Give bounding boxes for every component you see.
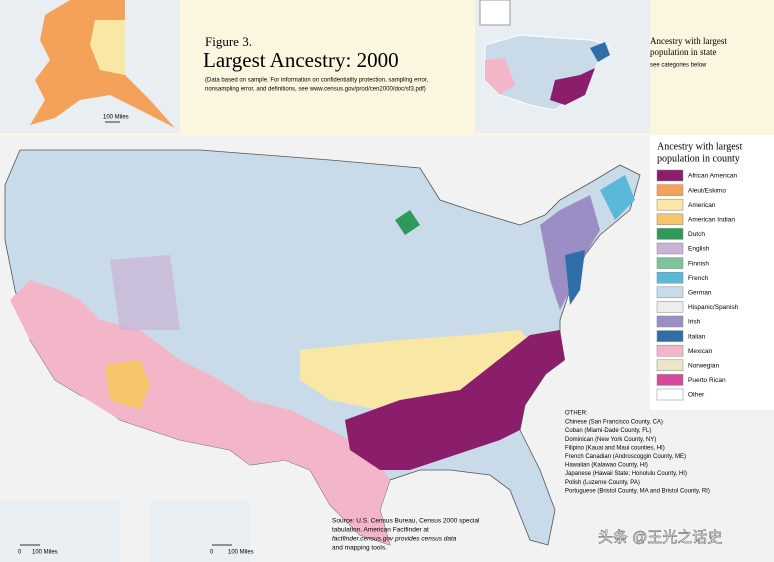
american-indian-region — [105, 360, 150, 410]
french-region — [600, 175, 635, 220]
source: Source: U.S. Census Bureau, Census 2000 … — [332, 518, 480, 525]
state-italian — [590, 42, 610, 62]
african-american-region — [345, 330, 565, 470]
legend-label: African American — [688, 173, 738, 180]
other-item: Dominican (New York County, NY) — [565, 437, 656, 443]
other-item: Filipino (Kauai and Maui counties, HI) — [565, 445, 665, 451]
legend-label: Norwegian — [688, 363, 719, 370]
legend-label: Mexican — [688, 348, 713, 355]
other-item: Chinese (San Francisco County, CA) — [565, 420, 663, 426]
legend-swatch — [656, 198, 684, 211]
legend-title: Ancestry with largest — [657, 141, 743, 152]
legend-swatch — [656, 286, 684, 299]
scale-label: 0 — [18, 550, 22, 556]
main-scale-box — [150, 500, 250, 562]
legend-label: Puerto Rican — [688, 377, 726, 384]
source: tabulation. American Factfinder at — [332, 527, 429, 534]
source: and mapping tools. — [332, 545, 387, 552]
legend-swatch — [656, 330, 684, 342]
alaska-region — [90, 20, 125, 75]
legend-swatch — [656, 374, 684, 386]
inset-title: Ancestry with largest — [650, 36, 727, 46]
legend-swatch — [656, 257, 684, 269]
title: Largest Ancestry: 2000 — [203, 48, 399, 72]
legend-swatch — [656, 315, 684, 328]
legend-label: American — [688, 202, 716, 209]
note: nonsampling error, and definitions, see … — [205, 87, 426, 93]
figure-label: Figure 3. — [205, 34, 252, 49]
legend-label: French — [688, 275, 709, 282]
legend-label: American Indian — [688, 217, 735, 224]
english-region — [110, 255, 180, 330]
other-item: Polish (Luzerne County, PA) — [565, 480, 640, 486]
legend-swatch — [656, 184, 684, 196]
state-mexican — [485, 58, 515, 95]
state-african-american — [550, 68, 595, 105]
legend-label: Irish — [688, 319, 701, 326]
scale-label: 100 Miles — [103, 115, 129, 121]
legend-label: German — [688, 290, 712, 297]
legend-swatch — [656, 213, 684, 226]
source: factfinder.census.gov provides census da… — [332, 536, 457, 543]
other-item: Hawaiian (Kalawao County, HI) — [565, 463, 648, 469]
state-inset-alaska — [479, 0, 511, 26]
legend-swatch — [656, 344, 684, 357]
other-item: French Canadian (Androscoggin County, ME… — [565, 454, 686, 460]
legend-swatch — [656, 388, 684, 401]
legend-swatch — [656, 301, 684, 313]
other-item: Japanese (Hawaii State; Honolulu County,… — [565, 471, 687, 477]
scale-label: 100 Miles — [228, 550, 254, 556]
other-item: Cuban (Miami-Dade County, FL) — [565, 428, 651, 434]
note: (Data based on sample. For information o… — [205, 78, 428, 84]
watermark: 头条 @王光之话史 — [598, 529, 722, 546]
legend-label: Other — [688, 392, 705, 399]
legend-swatch — [656, 271, 684, 284]
legend-swatch — [656, 228, 684, 240]
inset-subtitle: see categories below — [650, 63, 707, 69]
legend-swatch — [656, 169, 684, 182]
scale-label: 100 Miles — [32, 550, 58, 556]
legend-label: Aleut/Eskimo — [688, 187, 726, 194]
legend-label: English — [688, 246, 710, 253]
legend-label: Hispanic/Spanish — [688, 304, 739, 311]
inset-title: population in state — [650, 47, 717, 57]
dutch-region — [395, 210, 420, 235]
scale-label: 0 — [210, 550, 214, 556]
legend-title: population in county — [657, 153, 740, 164]
legend-label: Dutch — [688, 231, 705, 238]
legend-label: Finnish — [688, 260, 709, 267]
mexican-region — [10, 280, 390, 545]
legend-swatch — [656, 359, 684, 372]
italian-region — [565, 250, 585, 305]
legend-label: Italian — [688, 333, 706, 340]
irish-region — [540, 195, 600, 310]
other-item: Portuguese (Bristol County, MA and Brist… — [565, 488, 710, 494]
other-title: OTHER: — [565, 411, 588, 417]
legend-swatch — [656, 242, 684, 255]
hawaii-inset — [0, 500, 120, 562]
